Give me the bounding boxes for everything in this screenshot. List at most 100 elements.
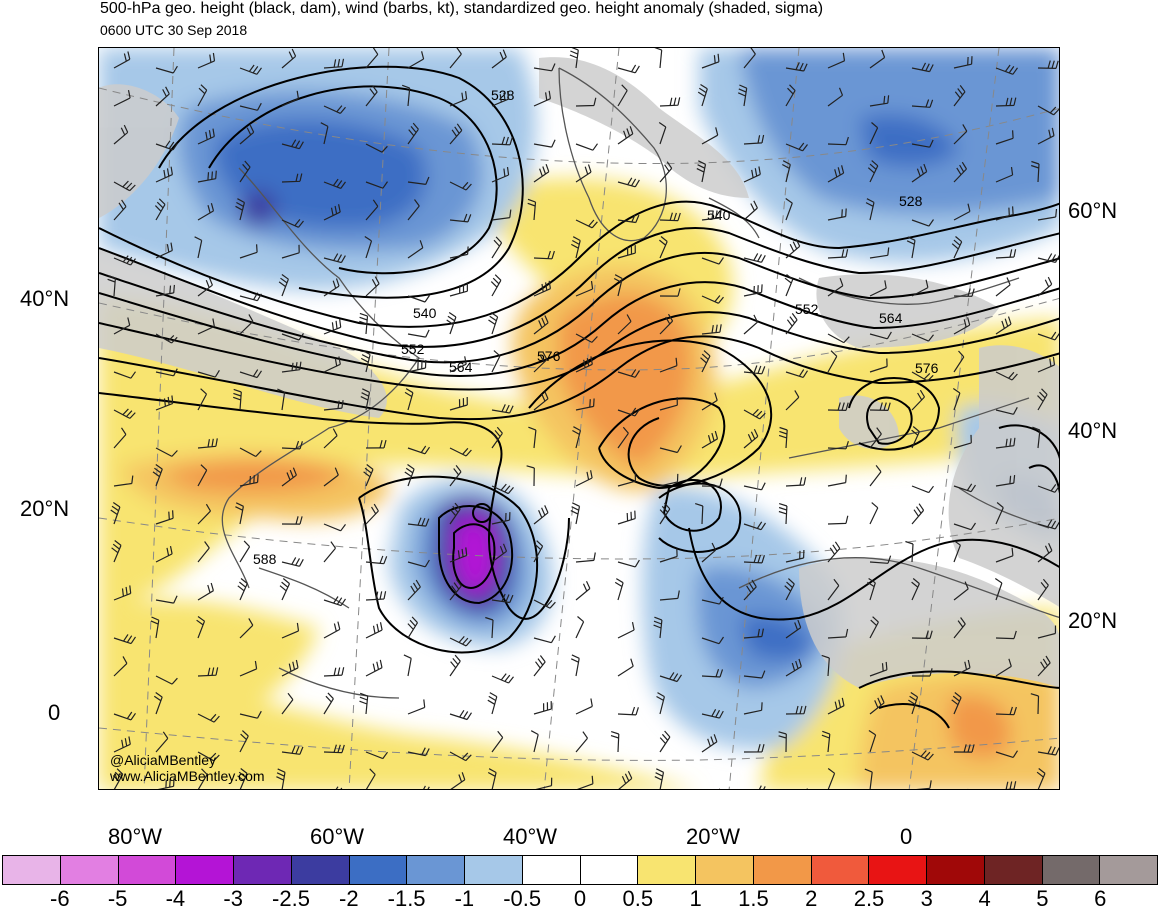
colorbar-tick-label: 4 <box>978 886 991 911</box>
wind-barb <box>869 122 879 145</box>
wind-barb <box>575 581 591 601</box>
wind-barb <box>575 398 595 411</box>
wind-barb <box>323 58 345 69</box>
wind-barb <box>653 616 663 639</box>
wind-barb <box>233 388 242 411</box>
wind-barb <box>407 579 421 601</box>
wind-barb <box>491 404 514 414</box>
wind-barb <box>197 667 219 677</box>
wind-barb <box>617 64 640 74</box>
wind-barb <box>359 692 369 715</box>
wind-barb <box>701 596 724 605</box>
wind-barb <box>827 515 849 525</box>
colorbar-swatch <box>3 856 61 884</box>
wind-barb <box>239 660 258 677</box>
wind-barb <box>403 654 412 677</box>
wind-barb <box>155 166 173 183</box>
wind-barb <box>1037 331 1059 341</box>
wind-barb <box>701 478 723 487</box>
wind-barb <box>827 277 844 297</box>
wind-barb <box>155 140 178 151</box>
wind-barb <box>155 395 174 411</box>
wind-barb <box>487 692 498 715</box>
colorbar-tick-label: -4 <box>165 886 186 911</box>
wind-barb <box>491 593 514 604</box>
wind-barb <box>491 209 512 221</box>
colorbar-tick-label: -3 <box>223 886 243 911</box>
wind-barb <box>113 180 136 192</box>
wind-barb <box>952 388 961 411</box>
wind-barb <box>743 365 766 375</box>
lon-label: 80°W <box>108 824 163 849</box>
wind-barb <box>785 705 807 715</box>
wind-barb <box>197 751 220 762</box>
wind-barb <box>575 164 592 183</box>
wind-barb <box>911 426 920 449</box>
wind-barb <box>864 768 873 789</box>
wind-barb <box>323 744 345 754</box>
wind-barb <box>697 83 708 107</box>
wind-barb <box>323 356 341 373</box>
wind-barb <box>695 503 704 525</box>
wind-barb <box>449 48 462 69</box>
wind-barb <box>785 477 807 487</box>
wind-barb <box>785 390 800 411</box>
wind-barb <box>617 126 634 145</box>
wind-barb <box>449 123 463 145</box>
wind-barb <box>743 628 764 639</box>
wind-barb <box>113 656 128 677</box>
wind-barb <box>743 744 765 753</box>
wind-barb <box>995 167 1014 183</box>
wind-barb <box>363 464 374 487</box>
wind-barb <box>239 618 254 639</box>
wind-barb <box>1037 655 1051 677</box>
wind-barb <box>279 578 291 601</box>
wind-barb <box>953 659 971 677</box>
wind-barb <box>659 502 671 525</box>
wind-barb <box>1037 356 1056 373</box>
wind-barb <box>569 48 579 69</box>
wind-barb <box>658 122 667 145</box>
wind-barb <box>912 668 933 677</box>
wind-barb <box>449 447 472 457</box>
wind-barb <box>911 485 934 494</box>
wind-barb <box>869 247 890 259</box>
wind-barb <box>237 768 248 789</box>
wind-barb <box>1037 746 1059 756</box>
wind-barb <box>911 62 934 73</box>
wind-barb <box>995 97 1017 107</box>
wind-barb <box>197 503 212 525</box>
wind-barb <box>323 596 347 607</box>
wind-barb <box>155 242 173 259</box>
wind-barb <box>696 160 707 183</box>
wind-barb <box>113 475 134 487</box>
wind-barb <box>491 730 504 753</box>
wind-barb <box>575 552 596 563</box>
wind-barb <box>758 785 766 789</box>
wind-barb <box>323 621 341 639</box>
wind-barb <box>785 84 796 107</box>
wind-barb <box>575 219 598 229</box>
wind-barb <box>953 124 968 145</box>
wind-barb <box>365 555 388 565</box>
wind-barb <box>533 540 544 563</box>
colorbar-swatch <box>753 856 812 884</box>
colorbar-swatch <box>176 856 234 884</box>
wind-barb <box>785 369 809 378</box>
wind-barb <box>281 516 303 525</box>
wind-barb <box>155 284 175 297</box>
wind-barb <box>743 554 765 564</box>
wind-barb <box>659 288 681 297</box>
wind-barb <box>659 97 681 107</box>
wind-barb <box>449 547 468 563</box>
wind-barb <box>617 177 640 188</box>
wind-barb <box>743 670 766 679</box>
contour-label: 528 <box>491 87 515 103</box>
wind-barb <box>778 731 787 753</box>
colorbar-tick-label: 6 <box>1094 886 1107 911</box>
wind-barb <box>953 56 973 69</box>
wind-barb <box>533 63 556 72</box>
wind-barb <box>281 557 304 567</box>
wind-barb <box>157 778 175 789</box>
colorbar-tick-label: 1.5 <box>738 886 769 911</box>
